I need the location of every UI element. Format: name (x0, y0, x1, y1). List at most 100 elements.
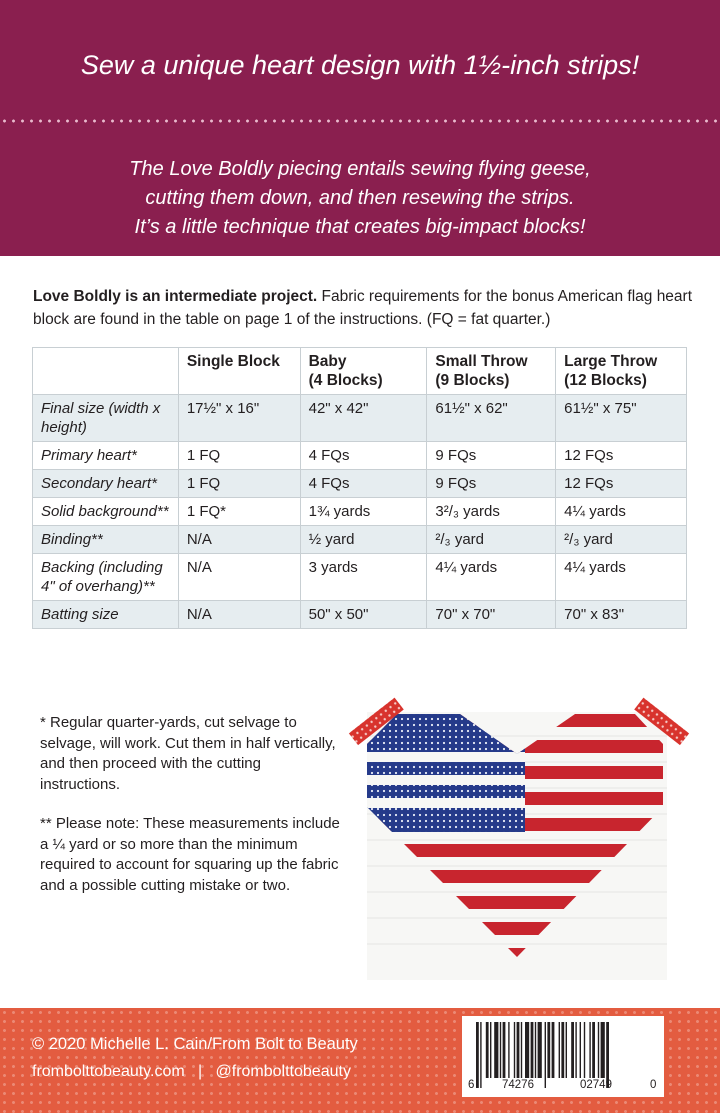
table-row: Solid background** 1 FQ* 1¾ yards 3²/₃ y… (32, 497, 687, 526)
fabric-requirements-table: Single Block Baby (4 Blocks) Small Throw(… (32, 347, 687, 629)
table-cell: 61½" x 62" (426, 394, 557, 442)
table-header-cell (32, 347, 179, 395)
table-cell: 12 FQs (555, 441, 687, 470)
table-cell: 61½" x 75" (555, 394, 687, 442)
social-handle[interactable]: @frombolttobeauty (215, 1063, 351, 1080)
barcode-bar (485, 1022, 489, 1078)
table-row: Binding** N/A ½ yard ²/₃ yard ²/₃ yard (32, 525, 687, 554)
table-cell: 1 FQ* (177, 497, 301, 526)
barcode-bar (571, 1022, 574, 1078)
blurb-line: It’s a little technique that creates big… (134, 216, 586, 238)
barcode-bar (592, 1022, 595, 1078)
table-cell: N/A (177, 553, 301, 601)
table-header-cell: Baby (4 Blocks) (299, 347, 428, 395)
row-label: Backing (including 4" of overhang)** (32, 553, 179, 601)
washi-tape-right (634, 697, 690, 746)
row-label: Solid background** (32, 497, 179, 526)
table-cell: ²/₃ yard (426, 525, 557, 554)
table-cell: 4¼ yards (555, 553, 687, 601)
dotted-divider (0, 119, 720, 123)
upc-barcode: 6 74276 02749 0 (462, 1016, 664, 1097)
website-link[interactable]: frombolttobeauty.com (32, 1063, 185, 1080)
table-cell: ²/₃ yard (555, 525, 687, 554)
table-row: Batting size N/A 50" x 50" 70" x 70" 70"… (32, 600, 687, 629)
barcode-bar (575, 1022, 577, 1078)
intro-bold: Love Boldly is an intermediate project. (33, 288, 318, 305)
barcode-bars (476, 1022, 609, 1088)
washi-tape-left (348, 697, 404, 746)
table-row: Final size (width x height) 17½" x 16" 4… (32, 394, 687, 442)
barcode-bar (534, 1022, 537, 1078)
table-cell: 4¼ yards (426, 553, 557, 601)
barcode-bar (494, 1022, 499, 1078)
barcode-bar (544, 1022, 546, 1088)
barcode-bar (525, 1022, 530, 1078)
barcode-bar (513, 1022, 516, 1078)
barcode-bar (520, 1022, 523, 1078)
copyright-text: © 2020 Michelle L. Cain/From Bolt to Bea… (32, 1035, 358, 1053)
table-cell: 1 FQ (177, 441, 301, 470)
flag-heart-quilt-illustration (348, 697, 690, 980)
row-label: Secondary heart* (32, 469, 179, 498)
table-row: Backing (including 4" of overhang)** N/A… (32, 553, 687, 601)
table-row: Secondary heart* 1 FQ 4 FQs 9 FQs 12 FQs (32, 469, 687, 498)
table-cell: 1 FQ (177, 469, 301, 498)
row-label: Primary heart* (32, 441, 179, 470)
flag-heart-quilt-image (345, 692, 690, 987)
barcode-bar (530, 1022, 534, 1078)
barcode-bar (480, 1022, 482, 1088)
table-cell: 9 FQs (426, 441, 557, 470)
barcode-bar (551, 1022, 555, 1078)
table-cell: 50" x 50" (299, 600, 428, 629)
table-cell: N/A (177, 600, 301, 629)
row-label: Final size (width x height) (32, 394, 179, 442)
table-cell: 4¼ yards (555, 497, 687, 526)
barcode-bar (490, 1022, 492, 1078)
barcode-bar (537, 1022, 542, 1078)
table-cell: 4 FQs (299, 441, 428, 470)
footer-links: frombolttobeauty.com | @frombolttobeauty (32, 1063, 351, 1081)
footnotes: * Regular quarter-yards, cut selvage to … (40, 713, 340, 915)
table-cell: 4 FQs (299, 469, 428, 498)
table-cell: 42" x 42" (299, 394, 428, 442)
table-cell: 70" x 70" (426, 600, 557, 629)
blurb-line: The Love Boldly piecing entails sewing f… (129, 158, 591, 180)
row-label: Binding** (32, 525, 179, 554)
barcode-bar (547, 1022, 551, 1078)
barcode-bar (499, 1022, 502, 1078)
footnote-single-star: * Regular quarter-yards, cut selvage to … (40, 714, 336, 793)
barcode-bar (583, 1022, 586, 1078)
barcode-bar (606, 1022, 609, 1088)
table-cell: 3²/₃ yards (426, 497, 557, 526)
table-cell: 9 FQs (426, 469, 557, 498)
table-cell: ½ yard (299, 525, 428, 554)
table-header-cell: Small Throw (9 Blocks) (426, 347, 557, 395)
barcode-bar (600, 1022, 605, 1078)
barcode-bar (565, 1022, 567, 1078)
table-cell: 1¾ yards (299, 497, 428, 526)
table-row: Primary heart* 1 FQ 4 FQs 9 FQs 12 FQs (32, 441, 687, 470)
barcode-bar (597, 1022, 600, 1078)
barcode-bar (476, 1022, 479, 1088)
barcode-check-digit: 0 (650, 1079, 657, 1091)
barcode-bar (558, 1022, 560, 1078)
footnote-double-star: ** Please note: These measurements inclu… (40, 815, 340, 894)
table-cell: 3 yards (299, 553, 428, 601)
barcode-lead-digit: 6 (468, 1079, 475, 1091)
table-header-cell: Single Block (177, 347, 301, 395)
intro-text: Fabric requirements for the bonus Americ… (33, 288, 693, 328)
header-blurb: The Love Boldly piecing entails sewing f… (20, 155, 700, 242)
barcode-bar (502, 1022, 506, 1078)
blurb-line: cutting them down, and then resewing the… (145, 187, 575, 209)
barcode-bar (508, 1022, 510, 1078)
table-cell: 12 FQs (555, 469, 687, 498)
table-header-row: Single Block Baby (4 Blocks) Small Throw(… (32, 347, 687, 395)
table-header-cell: Large Throw (12 Blocks) (555, 347, 687, 395)
tagline: Sew a unique heart design with 1½-inch s… (80, 50, 640, 80)
separator: | (198, 1063, 203, 1080)
table-cell: N/A (177, 525, 301, 554)
table-cell: 70" x 83" (555, 600, 687, 629)
barcode-bar (516, 1022, 520, 1078)
barcode-right-digits: 02749 (580, 1079, 612, 1091)
barcode-bar (589, 1022, 591, 1078)
